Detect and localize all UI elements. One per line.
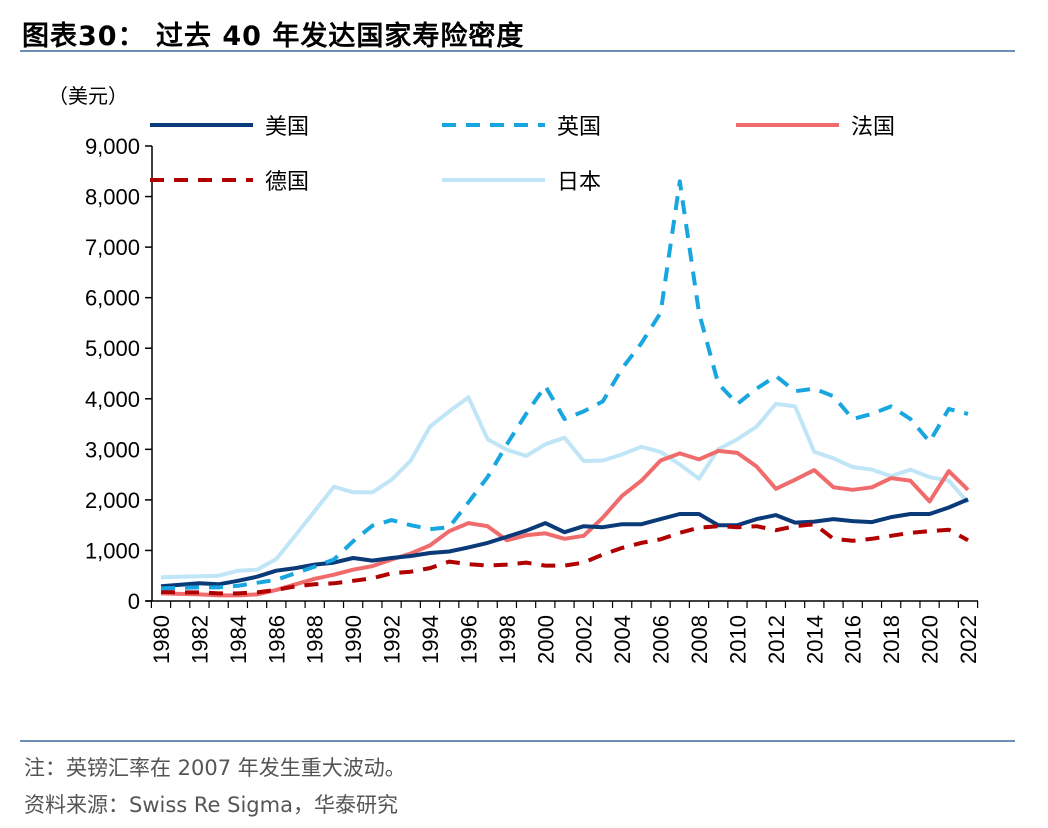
x-tick-label: 2006	[649, 615, 674, 664]
x-tick-label: 2022	[956, 615, 981, 664]
x-tick-label: 2004	[610, 615, 635, 664]
x-tick-label: 1984	[226, 615, 251, 664]
footer-divider	[20, 740, 1015, 742]
title-divider	[20, 50, 1015, 52]
legend-label: 法国	[851, 115, 895, 140]
legend-item: 德国	[150, 170, 309, 195]
legend-label: 英国	[557, 115, 601, 140]
y-tick-label: 6,000	[85, 286, 140, 311]
x-tick-label: 2016	[841, 615, 866, 664]
legend-label: 日本	[557, 170, 601, 195]
y-tick-label: 2,000	[85, 488, 140, 513]
x-tick-label: 1996	[456, 615, 481, 664]
x-tick-label: 1990	[341, 615, 366, 664]
x-tick-label: 2002	[572, 615, 597, 664]
x-tick-label: 1982	[187, 615, 212, 664]
legend-item: 美国	[150, 115, 309, 140]
x-tick-label: 1992	[380, 615, 405, 664]
x-tick-label: 2000	[533, 615, 558, 664]
y-tick-label: 3,000	[85, 437, 140, 462]
x-tick-label: 1998	[495, 615, 520, 664]
x-tick-label: 1994	[418, 615, 443, 664]
legend-item: 英国	[442, 115, 601, 140]
axes: 0 1,000 2,000 3,000 4,000 5,000 6,000 7,000 8,00…	[85, 134, 981, 664]
y-tick-label: 1,000	[85, 538, 140, 563]
series-line-4	[160, 395, 970, 580]
source-note: 资料来源：Swiss Re Sigma，华泰研究	[24, 793, 398, 817]
series-line-0	[160, 497, 969, 589]
y-axis-unit-label: （美元）	[48, 84, 128, 108]
y-tick-label: 4,000	[85, 387, 140, 412]
x-tick-label: 2018	[879, 615, 904, 664]
x-tick-label: 1988	[303, 615, 328, 664]
x-tick-label: 1980	[149, 615, 174, 664]
y-tick-label: 8,000	[85, 185, 140, 210]
legend-item: 法国	[736, 115, 895, 140]
legend-item: 日本	[442, 170, 601, 195]
footnote: 注：英镑汇率在 2007 年发生重大波动。	[24, 756, 406, 780]
y-tick-label: 0	[128, 589, 140, 614]
x-tick-label: 1986	[264, 615, 289, 664]
y-tick-label: 7,000	[85, 235, 140, 260]
legend-label: 美国	[265, 115, 309, 140]
series-line-2	[160, 448, 970, 598]
x-tick-label: 2010	[725, 615, 750, 664]
y-tick-label: 5,000	[85, 336, 140, 361]
x-tick-label: 2012	[764, 615, 789, 664]
y-tick-label: 9,000	[85, 134, 140, 159]
legend-label: 德国	[265, 170, 309, 195]
series-lines	[160, 179, 970, 598]
page-title: 图表30： 过去 40 年发达国家寿险密度	[22, 21, 525, 52]
series-line-1	[160, 179, 969, 591]
x-tick-label: 2020	[918, 615, 943, 664]
x-tick-label: 2008	[687, 615, 712, 664]
x-tick-label: 2014	[802, 615, 827, 664]
series-line-3	[160, 522, 969, 596]
